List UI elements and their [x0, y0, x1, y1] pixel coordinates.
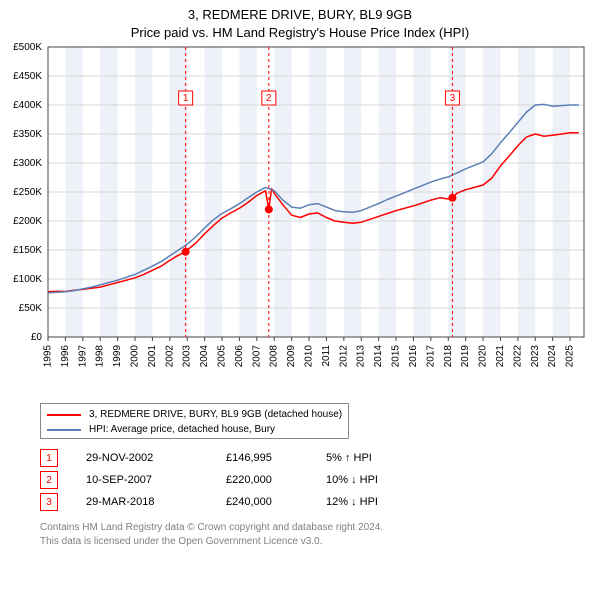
- svg-text:2: 2: [266, 93, 272, 104]
- svg-text:2015: 2015: [391, 345, 402, 368]
- svg-text:2002: 2002: [164, 345, 175, 368]
- footer-line-1: Contains HM Land Registry data © Crown c…: [40, 521, 600, 535]
- svg-text:2020: 2020: [478, 345, 489, 368]
- svg-text:2007: 2007: [251, 345, 262, 368]
- footer-line-2: This data is licensed under the Open Gov…: [40, 535, 600, 549]
- sale-diff-2: 10% ↓ HPI: [326, 474, 456, 486]
- footer: Contains HM Land Registry data © Crown c…: [40, 521, 600, 548]
- legend-row-hpi: HPI: Average price, detached house, Bury: [47, 422, 342, 437]
- sale-date-2: 10-SEP-2007: [86, 474, 226, 486]
- title-line-2: Price paid vs. HM Land Registry's House …: [0, 24, 600, 42]
- svg-text:£200K: £200K: [13, 216, 42, 227]
- svg-text:2018: 2018: [443, 345, 454, 368]
- sale-marker-1: 1: [40, 449, 58, 467]
- svg-text:1998: 1998: [95, 345, 106, 368]
- svg-text:2006: 2006: [234, 345, 245, 368]
- svg-text:1999: 1999: [112, 345, 123, 368]
- legend-label-hpi: HPI: Average price, detached house, Bury: [89, 422, 275, 437]
- svg-text:2003: 2003: [182, 345, 193, 368]
- sale-marker-2: 2: [40, 471, 58, 489]
- legend-row-property: 3, REDMERE DRIVE, BURY, BL9 9GB (detache…: [47, 407, 342, 422]
- table-row: 2 10-SEP-2007 £220,000 10% ↓ HPI: [40, 469, 600, 491]
- legend-label-property: 3, REDMERE DRIVE, BURY, BL9 9GB (detache…: [89, 407, 342, 422]
- svg-text:2000: 2000: [130, 345, 141, 368]
- svg-text:2023: 2023: [530, 345, 541, 368]
- svg-text:2008: 2008: [269, 345, 280, 368]
- svg-text:2019: 2019: [460, 345, 471, 368]
- svg-text:2011: 2011: [321, 345, 332, 367]
- svg-text:2025: 2025: [565, 345, 576, 368]
- legend-swatch-hpi: [47, 429, 81, 431]
- svg-text:2021: 2021: [495, 345, 506, 368]
- legend: 3, REDMERE DRIVE, BURY, BL9 9GB (detache…: [40, 403, 349, 439]
- svg-text:2004: 2004: [199, 345, 210, 368]
- svg-text:£0: £0: [31, 332, 43, 343]
- svg-text:£450K: £450K: [13, 71, 42, 82]
- svg-text:£50K: £50K: [19, 303, 43, 314]
- svg-text:2016: 2016: [408, 345, 419, 368]
- sales-table: 1 29-NOV-2002 £146,995 5% ↑ HPI 2 10-SEP…: [40, 447, 600, 513]
- sale-date-1: 29-NOV-2002: [86, 452, 226, 464]
- svg-text:2014: 2014: [373, 345, 384, 368]
- sale-marker-3: 3: [40, 493, 58, 511]
- svg-text:£150K: £150K: [13, 245, 42, 256]
- svg-text:1997: 1997: [77, 345, 88, 368]
- svg-text:£350K: £350K: [13, 129, 42, 140]
- sale-price-2: £220,000: [226, 474, 326, 486]
- page-title: 3, REDMERE DRIVE, BURY, BL9 9GB Price pa…: [0, 6, 600, 41]
- sale-price-3: £240,000: [226, 496, 326, 508]
- svg-text:2013: 2013: [356, 345, 367, 368]
- svg-text:2024: 2024: [547, 345, 558, 368]
- svg-text:£250K: £250K: [13, 187, 42, 198]
- svg-text:2001: 2001: [147, 345, 158, 368]
- svg-text:2017: 2017: [425, 345, 436, 368]
- svg-text:2005: 2005: [217, 345, 228, 368]
- sale-date-3: 29-MAR-2018: [86, 496, 226, 508]
- chart: £0 £50K £100K £150K £200K £250K £300K £350K £400…: [0, 41, 600, 397]
- svg-text:£500K: £500K: [13, 42, 42, 53]
- sale-diff-3: 12% ↓ HPI: [326, 496, 456, 508]
- svg-text:2012: 2012: [338, 345, 349, 368]
- svg-text:2022: 2022: [512, 345, 523, 368]
- table-row: 3 29-MAR-2018 £240,000 12% ↓ HPI: [40, 491, 600, 513]
- svg-text:£300K: £300K: [13, 158, 42, 169]
- svg-text:2009: 2009: [286, 345, 297, 368]
- svg-text:1: 1: [183, 93, 189, 104]
- svg-text:3: 3: [450, 93, 456, 104]
- svg-text:2010: 2010: [304, 345, 315, 368]
- sale-price-1: £146,995: [226, 452, 326, 464]
- sale-diff-1: 5% ↑ HPI: [326, 452, 456, 464]
- legend-swatch-property: [47, 414, 81, 416]
- table-row: 1 29-NOV-2002 £146,995 5% ↑ HPI: [40, 447, 600, 469]
- svg-text:1996: 1996: [60, 345, 71, 368]
- title-line-1: 3, REDMERE DRIVE, BURY, BL9 9GB: [0, 6, 600, 24]
- svg-text:1995: 1995: [43, 345, 54, 368]
- svg-text:£100K: £100K: [13, 274, 42, 285]
- svg-text:£400K: £400K: [13, 100, 42, 111]
